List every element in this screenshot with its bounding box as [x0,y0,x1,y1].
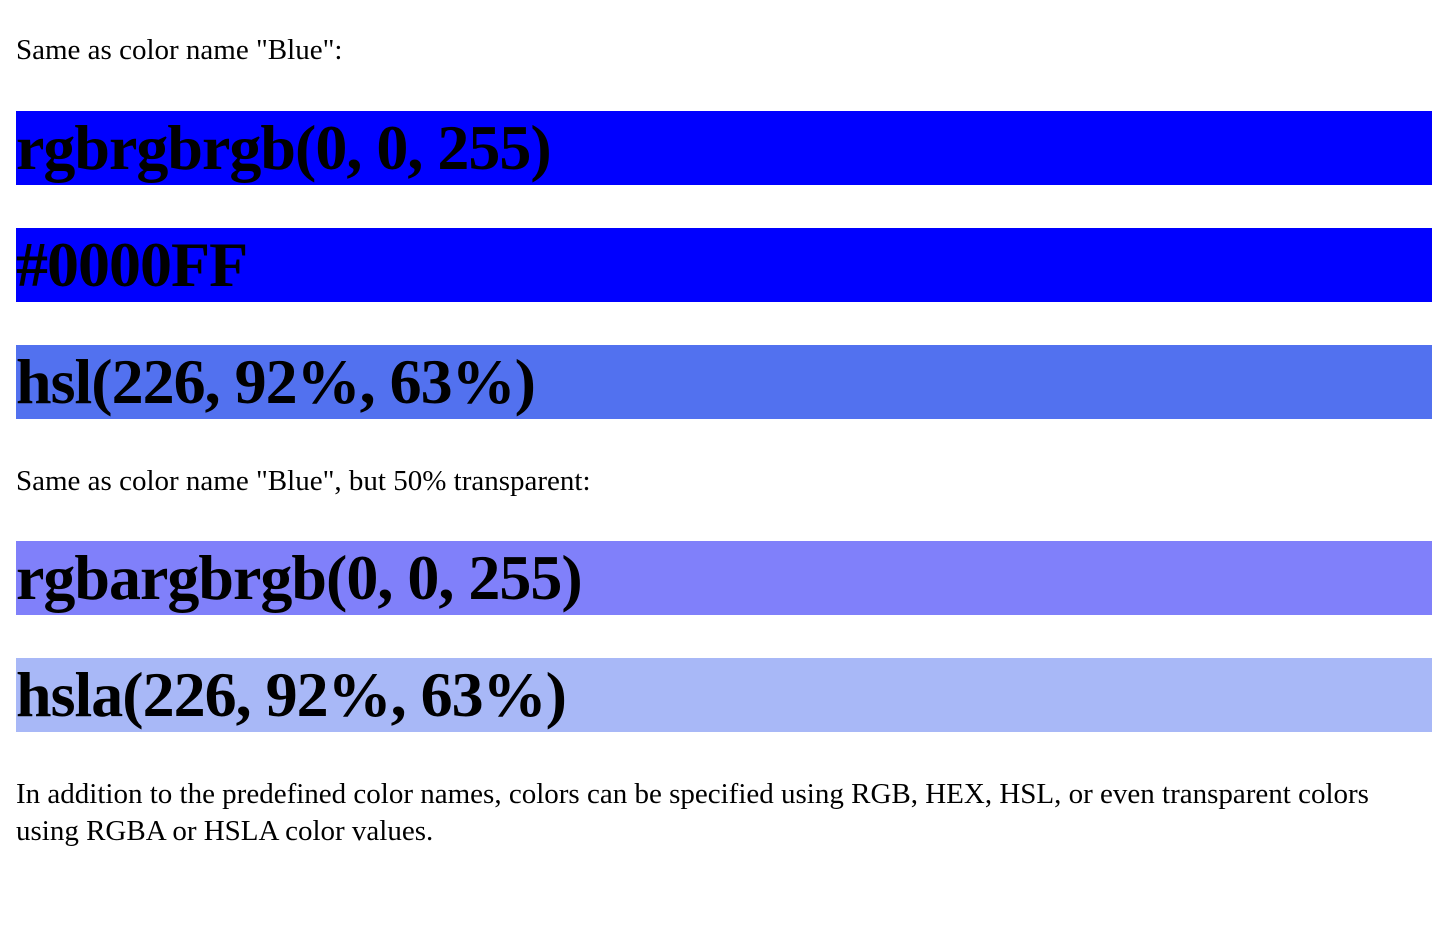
transparent-intro-paragraph: Same as color name "Blue", but 50% trans… [16,465,591,497]
swatch-rgba: rgbargbrgb(0, 0, 255) [16,541,1432,615]
swatch-hsla: hsla(226, 92%, 63%) [16,658,1432,732]
intro-paragraph: Same as color name "Blue": [16,34,343,66]
swatch-hsl: hsl(226, 92%, 63%) [16,345,1432,419]
swatch-rgb: rgbrgbrgb(0, 0, 255) [16,111,1432,185]
swatch-hex: #0000FF [16,228,1432,302]
footer-paragraph: In addition to the predefined color name… [16,778,1369,847]
